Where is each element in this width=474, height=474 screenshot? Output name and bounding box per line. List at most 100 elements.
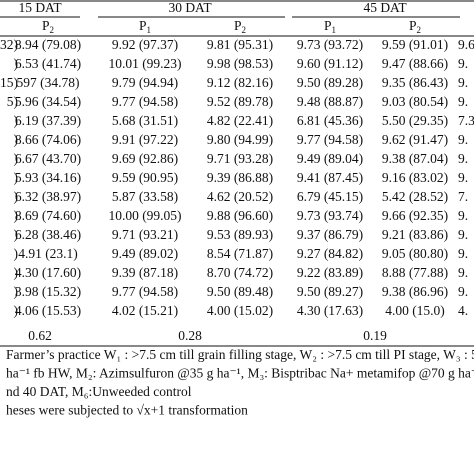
cell: 4.02 (15.21) bbox=[112, 303, 178, 318]
cell: 9. bbox=[458, 56, 468, 71]
cell: 8.88 (77.88) bbox=[382, 265, 448, 280]
sub-header-main: P bbox=[42, 18, 50, 33]
cell: 9.71 (93.21) bbox=[112, 227, 178, 242]
cell: 4.30 (17.60) bbox=[15, 265, 81, 280]
sub-header: P2 bbox=[409, 18, 421, 35]
cell: 9.77 (94.58) bbox=[112, 94, 178, 109]
sub-header: P2 bbox=[42, 18, 54, 35]
cell: ) bbox=[14, 208, 19, 223]
cell: 9.53 (89.93) bbox=[207, 227, 273, 242]
cell: 9. bbox=[458, 151, 468, 166]
cell: 9.37 (86.79) bbox=[297, 227, 363, 242]
sub-header-main: P bbox=[234, 18, 242, 33]
cell: 9.69 (92.86) bbox=[112, 151, 178, 166]
footnote: Farmer’s practice W₁ : >7.5 cm till grai… bbox=[6, 347, 474, 362]
cell: 9. bbox=[458, 132, 468, 147]
cell: 597 (34.78) bbox=[17, 75, 80, 90]
cell: 9. bbox=[458, 75, 468, 90]
sub-header-sub: 1 bbox=[332, 25, 337, 35]
sub-header: P2 bbox=[234, 18, 246, 35]
cell: 9.47 (88.66) bbox=[382, 56, 448, 71]
cell: 8.69 (74.60) bbox=[15, 208, 81, 223]
sub-header-sub: 1 bbox=[147, 25, 152, 35]
cell: 8.70 (74.72) bbox=[207, 265, 273, 280]
cell: 9.50 (89.28) bbox=[297, 75, 363, 90]
footnote: ha⁻¹ fb HW, M₂: Azimsulfuron @35 g ha⁻¹,… bbox=[6, 366, 474, 381]
cell: 9.03 (80.54) bbox=[382, 94, 448, 109]
cell: 9.49 (89.02) bbox=[112, 246, 178, 261]
group-header: 15 DAT bbox=[18, 0, 62, 15]
cell: 9.16 (83.02) bbox=[382, 170, 448, 185]
cell: 9. bbox=[458, 265, 468, 280]
cell: 9.98 (98.53) bbox=[207, 56, 273, 71]
cell: 9. bbox=[458, 227, 468, 242]
cd-value: 0.62 bbox=[28, 328, 52, 343]
cell: 9.79 (94.94) bbox=[112, 75, 178, 90]
cell: 9.77 (94.58) bbox=[112, 284, 178, 299]
footnote: heses were subjected to √x+1 transformat… bbox=[6, 403, 248, 418]
cell: 4.62 (20.52) bbox=[207, 189, 273, 204]
sub-header: P1 bbox=[324, 18, 336, 35]
cell: 5.87 (33.58) bbox=[112, 189, 178, 204]
cell: ) bbox=[14, 132, 19, 147]
cell: ) bbox=[14, 284, 19, 299]
cell: 9.59 (91.01) bbox=[382, 37, 448, 52]
cell: 9.80 (94.99) bbox=[207, 132, 273, 147]
cell: 9.88 (96.60) bbox=[207, 208, 273, 223]
cell: ) bbox=[14, 227, 19, 242]
cell: 4.00 (15.02) bbox=[207, 303, 273, 318]
cell: 6.81 (45.36) bbox=[297, 113, 363, 128]
cell: 9.66 (92.35) bbox=[382, 208, 448, 223]
cd-value: 0.19 bbox=[363, 328, 387, 343]
cell: 7.3 bbox=[458, 113, 474, 128]
cell: 6.28 (38.46) bbox=[15, 227, 81, 242]
cell: 15) bbox=[0, 75, 18, 90]
cell: 9.6 bbox=[458, 37, 474, 52]
cell: 9.60 (91.12) bbox=[297, 56, 363, 71]
cell: 9.22 (83.89) bbox=[297, 265, 363, 280]
cell: 5.68 (31.51) bbox=[112, 113, 178, 128]
cell: 10.00 (99.05) bbox=[108, 208, 181, 223]
sub-header-main: P bbox=[139, 18, 147, 33]
cd-value: 0.28 bbox=[178, 328, 202, 343]
cell: 9.50 (89.27) bbox=[297, 284, 363, 299]
cell: 3.98 (15.32) bbox=[15, 284, 81, 299]
cell: 9. bbox=[458, 208, 468, 223]
cell: 9.91 (97.22) bbox=[112, 132, 178, 147]
cell: 5.96 (34.54) bbox=[15, 94, 81, 109]
cell: 4.30 (17.63) bbox=[297, 303, 363, 318]
cell: 4. bbox=[458, 303, 468, 318]
cell: 9.71 (93.28) bbox=[207, 151, 273, 166]
cell: 9.05 (80.80) bbox=[382, 246, 448, 261]
cell: 5.50 (29.35) bbox=[382, 113, 448, 128]
sub-header-sub: 2 bbox=[417, 25, 422, 35]
cell: 5.93 (34.16) bbox=[15, 170, 81, 185]
sub-header-main: P bbox=[409, 18, 417, 33]
cell: 8.54 (71.87) bbox=[207, 246, 273, 261]
cell: 9.50 (89.48) bbox=[207, 284, 273, 299]
cell: 9. bbox=[458, 94, 468, 109]
cell: 9.59 (90.95) bbox=[112, 170, 178, 185]
group-header: 45 DAT bbox=[363, 0, 407, 15]
cell: 8.94 (79.08) bbox=[15, 37, 81, 52]
cell: ) bbox=[14, 303, 19, 318]
cell: 6.19 (37.39) bbox=[15, 113, 81, 128]
cell: 9.41 (87.45) bbox=[297, 170, 363, 185]
cell: 9.52 (89.78) bbox=[207, 94, 273, 109]
cell: 9.73 (93.74) bbox=[297, 208, 363, 223]
cell: 9.49 (89.04) bbox=[297, 151, 363, 166]
cell: 5.42 (28.52) bbox=[382, 189, 448, 204]
cell: 9.21 (83.86) bbox=[382, 227, 448, 242]
cell: ) bbox=[14, 189, 19, 204]
cell: 4.06 (15.53) bbox=[15, 303, 81, 318]
cell: ) bbox=[14, 265, 19, 280]
cell: 6.79 (45.15) bbox=[297, 189, 363, 204]
cell: .32) bbox=[0, 37, 18, 52]
cell: 9.62 (91.47) bbox=[382, 132, 448, 147]
footnote: nd 40 DAT, M₆:Unweeded control bbox=[6, 384, 192, 399]
cell: 9.73 (93.72) bbox=[297, 37, 363, 52]
cell: ) bbox=[14, 246, 19, 261]
cell: 6.53 (41.74) bbox=[15, 56, 81, 71]
cell: 6.32 (38.97) bbox=[15, 189, 81, 204]
